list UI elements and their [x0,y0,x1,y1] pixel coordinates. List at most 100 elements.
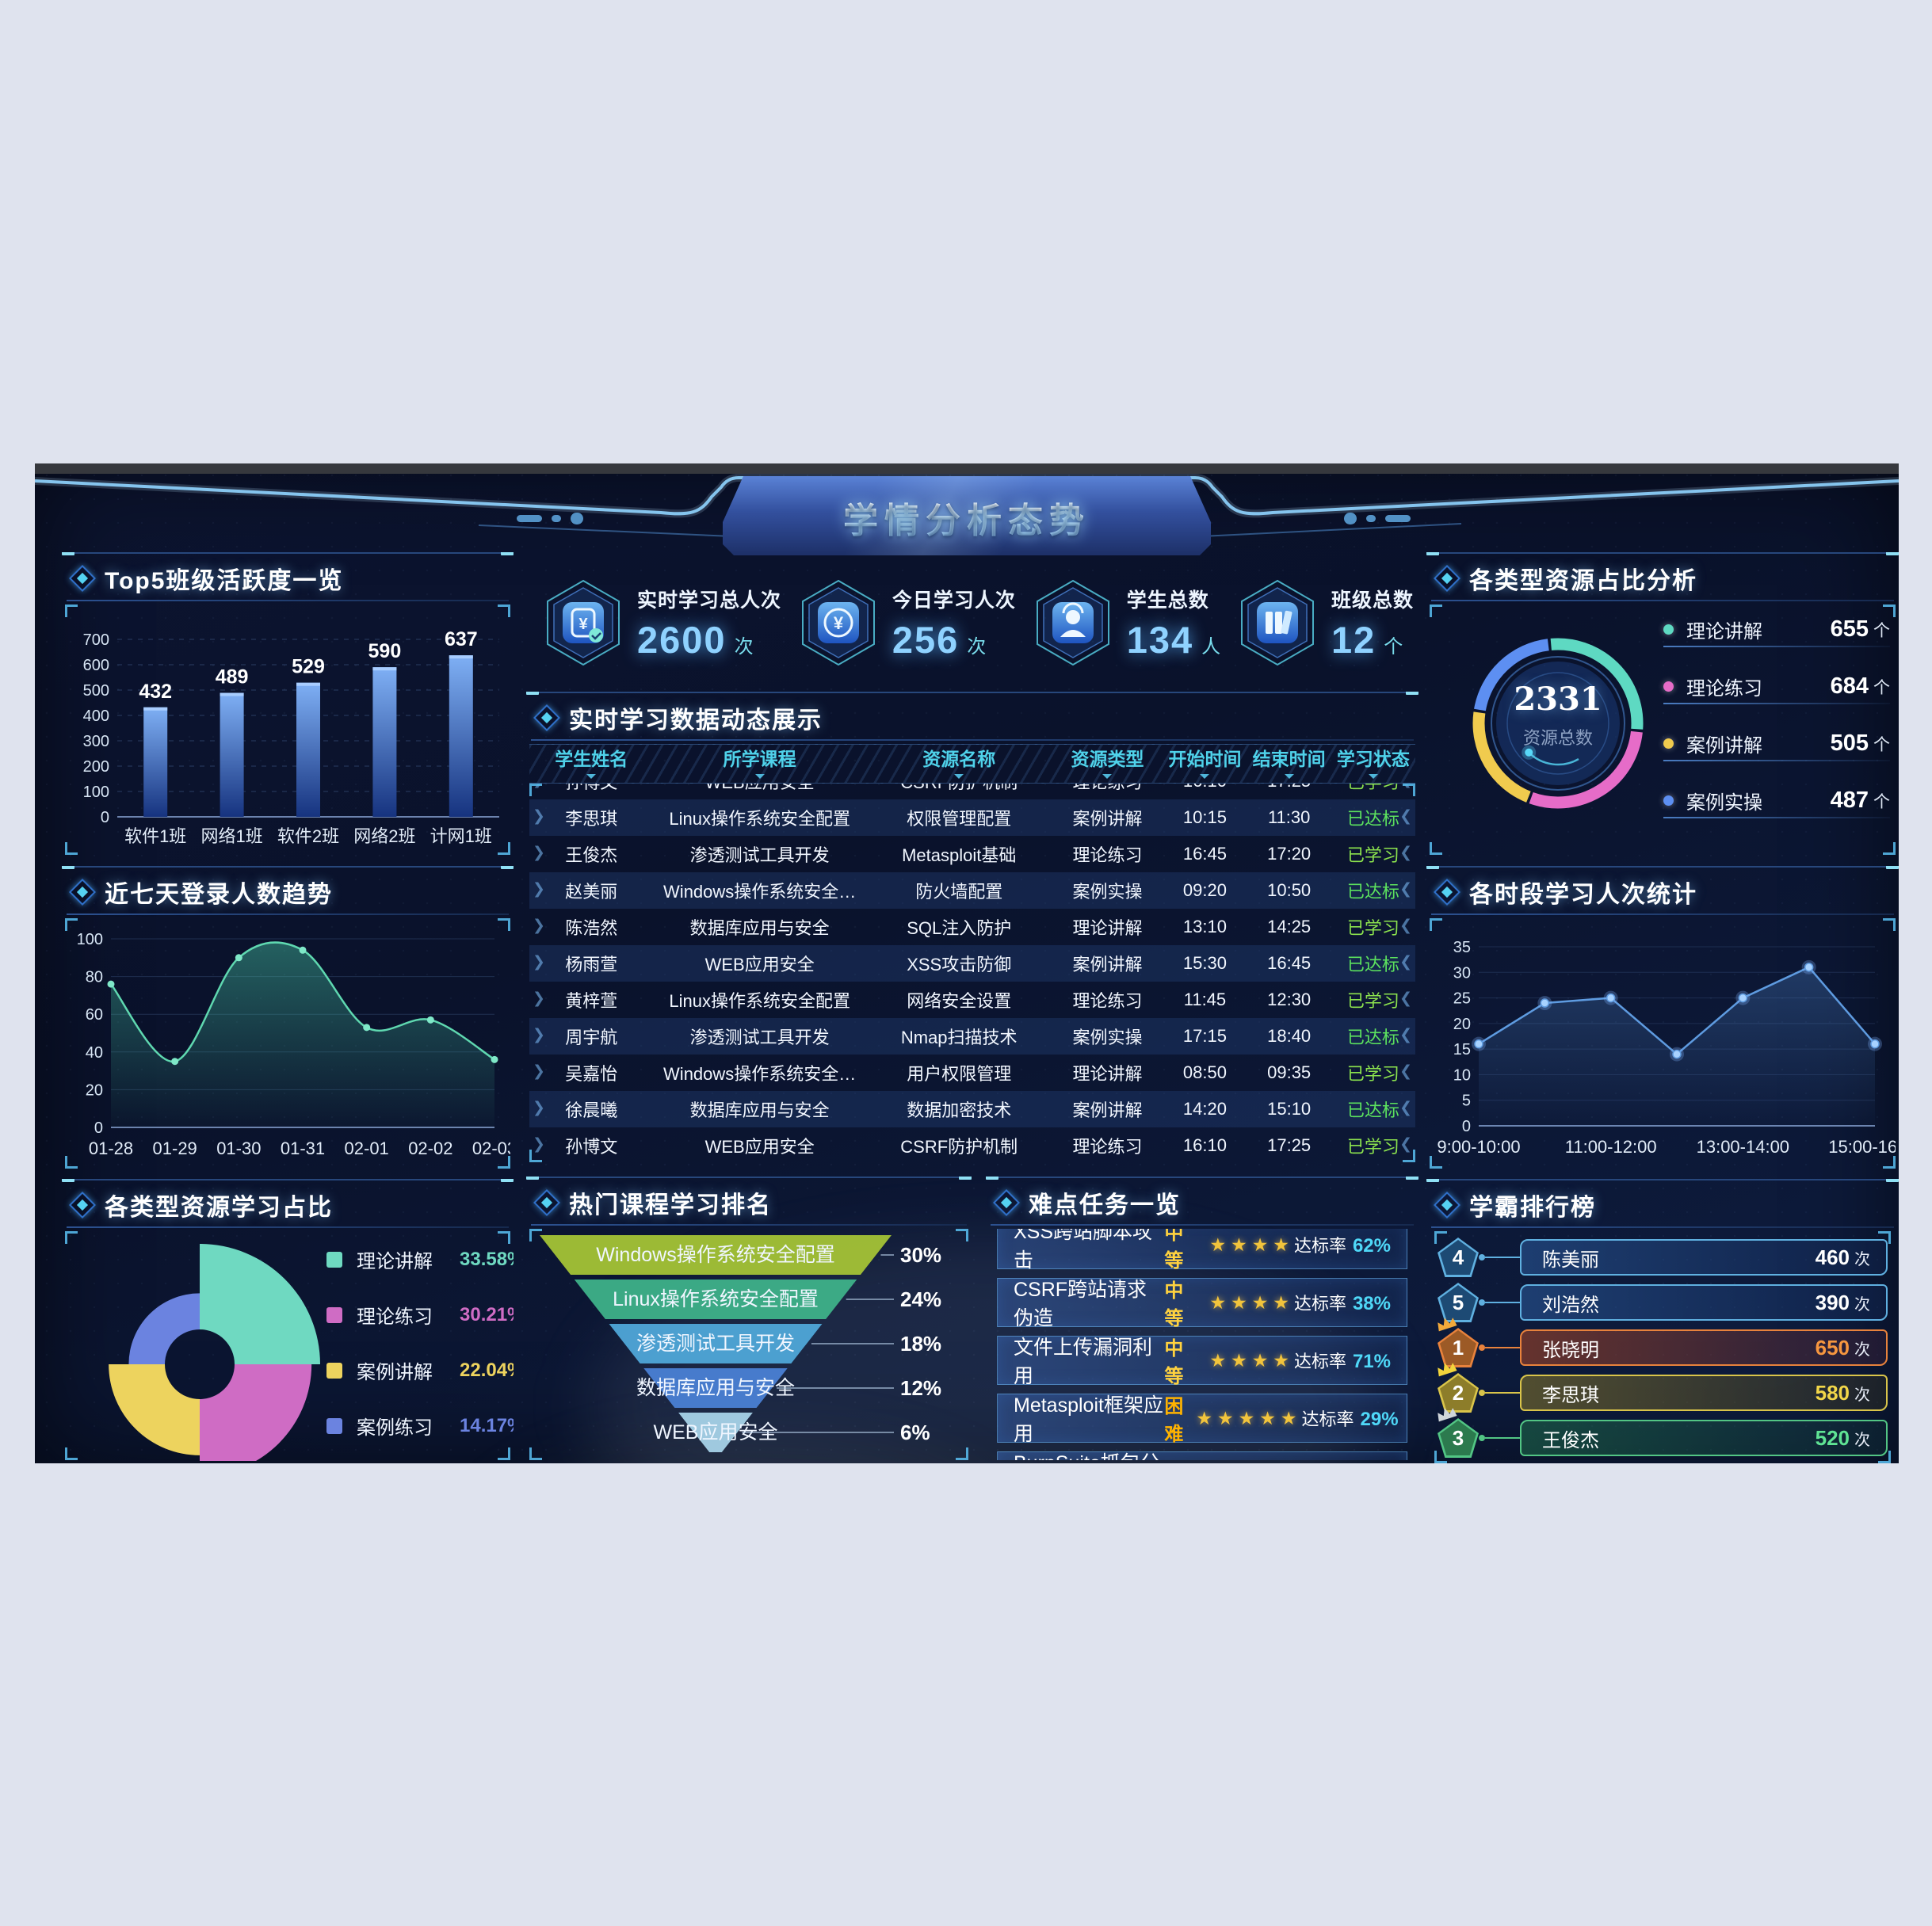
stat-unit: 个 [1384,635,1403,658]
table-cell: 周宇航 [565,1028,618,1047]
diamond-icon [69,1192,96,1219]
svg-text:¥: ¥ [578,616,588,633]
study-count-unit: 次 [1854,1295,1870,1314]
svg-text:软件1班: 软件1班 [124,826,186,846]
diamond-icon [533,704,560,731]
legend-value: 684 [1830,673,1869,699]
rose-legend-item[interactable]: 理论讲解 33.58% [326,1245,514,1273]
corner-bracket [498,918,510,931]
ring-legend-item[interactable]: 案例实操 487 个 [1663,787,1890,814]
diamond-icon [69,879,96,906]
rose-legend-item[interactable]: 案例练习 14.17% [326,1412,514,1440]
panel-hard-tasks: 难点任务一览 XSS跨站脚本攻击 中等 ★★★★ 达标率 62% CSRF跨站请求伪造 中等… [986,1177,1418,1463]
column-header[interactable]: 所学课程 [654,744,866,784]
leaderboard-row: 2 李思琪 580 次 [1438,1363,1888,1413]
ring-legend-item[interactable]: 案例讲解 505 个 [1663,730,1890,757]
student-name: 刘浩然 [1542,1294,1599,1316]
table-cell: 理论练习 [1052,784,1163,794]
corner-bracket [529,1447,542,1460]
crown-icon [1438,1408,1457,1422]
table-cell: 数据库应用与安全 [689,1100,830,1120]
panel-title: 近七天登录人数趋势 [105,882,333,908]
table-cell: 已学习 [1346,845,1399,865]
table-cell: 18:40 [1267,1026,1312,1046]
panel-title: 各时段学习人次统计 [1469,882,1697,908]
stat-unit: 次 [734,635,754,658]
page-title: 学情分析态势 [723,492,1211,543]
table-cell: 王俊杰 [565,845,618,865]
legend-underline [1663,760,1890,761]
column-header[interactable]: 开始时间 [1163,744,1247,784]
corner-bracket [1430,842,1442,855]
svg-text:25: 25 [1453,990,1471,1008]
table-cell: 已达标 [1346,882,1399,902]
corner-bracket [65,918,78,931]
rose-legend-item[interactable]: 案例讲解 22.04% [326,1356,514,1384]
row-chevron-right-icon: ❮ [1399,1027,1412,1043]
ring-legend-item[interactable]: 理论练习 684 个 [1663,673,1890,700]
stat-text: 学生总数 134 人 [1127,585,1220,662]
page-title-banner: 学情分析态势 [723,476,1211,555]
stat-value: 2600 [637,618,727,661]
table-cell: 已学习 [1346,1064,1399,1084]
svg-text:0: 0 [1462,1118,1471,1135]
table-cell: Windows操作系统安全… [663,1064,857,1084]
row-chevron-left-icon: ❯ [533,1136,545,1153]
row-chevron-left-icon: ❯ [533,954,545,971]
table-cell: 13:10 [1182,917,1227,936]
stat-item: ¥ 今日学习人次 256 次 [799,573,1016,673]
corner-bracket [65,604,78,617]
table-scroll-area[interactable]: ❯孙博文WEB应用安全CSRF防护机制理论练习16:1017:25已学习❮❯李思… [529,784,1415,1162]
row-chevron-left-icon: ❯ [533,917,545,934]
table-row: ❯ 周宇航 渗透测试工具开发 Nmap扫描技术 案例实操 17:15 18:40 已达标 ❮ [529,1018,1415,1055]
svg-text:0: 0 [94,1119,103,1137]
panel-login-trend: 近七天登录人数趋势 0 20 40 60 80 100 01-28 01-29 01-30 01-… [62,866,514,1172]
table-row: ❯ 杨雨萱 WEB应用安全 XSS攻击防御 案例讲解 15:30 16:45 已达标 ❮ [529,945,1415,982]
panel-resource-learn-share: 各类型资源学习占比 理论讲解 33.58% 理论练习 30.21% 案例讲解 22.04%… [62,1179,514,1463]
student-name: 陈美丽 [1542,1249,1599,1271]
svg-text:15: 15 [1453,1041,1471,1058]
dashboard: 学情分析态势 ¥ 实时学习总人次 2600 次 ¥ 今日学习人次 256 次学生总数 134 人班… [35,463,1899,1463]
crown-icon [1438,1363,1457,1377]
table-cell: Linux操作系统安全配置 [669,991,850,1011]
stat-item: 学生总数 134 人 [1033,573,1220,673]
rank-pentagon: 5 [1438,1283,1479,1322]
legend-label: 理论讲解 [357,1251,433,1272]
svg-text:200: 200 [83,758,109,776]
table-cell: 案例讲解 [1072,809,1143,829]
rank-connector [1479,1390,1520,1396]
corner-bracket [1430,1156,1442,1169]
table-row: ❯ 徐晨曦 数据库应用与安全 数据加密技术 案例讲解 14:20 15:10 已达标 ❮ [529,1091,1415,1127]
column-header[interactable]: 学习状态 [1331,744,1415,784]
table-cell: Windows操作系统安全… [663,882,857,902]
svg-text:500: 500 [83,682,109,700]
ring-legend-item[interactable]: 理论讲解 655 个 [1663,616,1890,643]
column-header[interactable]: 学生姓名 [529,744,654,784]
rank-connector [1479,1254,1520,1260]
row-chevron-right-icon: ❮ [1399,881,1412,898]
panel-resource-share: 各类型资源占比分析 2331 资源总数 理论讲解 655 个理论练习 684 个案例讲解… [1426,552,1899,858]
row-chevron-left-icon: ❯ [533,1100,545,1116]
hard-task-item: CSRF跨站请求伪造 中等 ★★★★ 达标率 38% [997,1278,1407,1329]
task-name: BurpSuite抓包分析 [1014,1447,1164,1460]
table-row: ❯ 孙博文 WEB应用安全 CSRF防护机制 理论练习 16:10 17:25 已学习❮ [529,1127,1415,1162]
leaderboard-bar: 张晓明 650 次 [1520,1329,1888,1366]
stat-unit: 人 [1201,635,1221,658]
corner-bracket [1883,1156,1896,1169]
column-header[interactable]: 资源类型 [1052,744,1163,784]
leaderboard-scroll-area[interactable]: 4 陈美丽 460 次 5 刘浩然 390 次 1 张晓明 650 次 2 李思琪 580 次 3 王俊杰 520 次… [1434,1231,1891,1463]
task-mid: 中等 ★★★★ [1164,1229,1294,1272]
table-cell: Nmap扫描技术 [900,1028,1018,1047]
table-cell: 16:10 [1163,784,1247,791]
table-cell: 17:20 [1267,844,1312,864]
table-cell: 15:10 [1267,1099,1312,1119]
corner-bracket [529,1229,542,1241]
svg-text:60: 60 [86,1006,103,1024]
stat-value-row: 2600 次 [637,618,781,662]
hard-tasks-scroll-area[interactable]: XSS跨站脚本攻击 中等 ★★★★ 达标率 62% CSRF跨站请求伪造 中等 ★★★★ 达标率… [989,1229,1415,1460]
rose-legend-item[interactable]: 理论练习 30.21% [326,1301,514,1329]
column-header[interactable]: 结束时间 [1247,744,1331,784]
legend-value: 487 [1830,788,1869,813]
top-strip [35,463,1899,474]
column-header[interactable]: 资源名称 [866,744,1052,784]
